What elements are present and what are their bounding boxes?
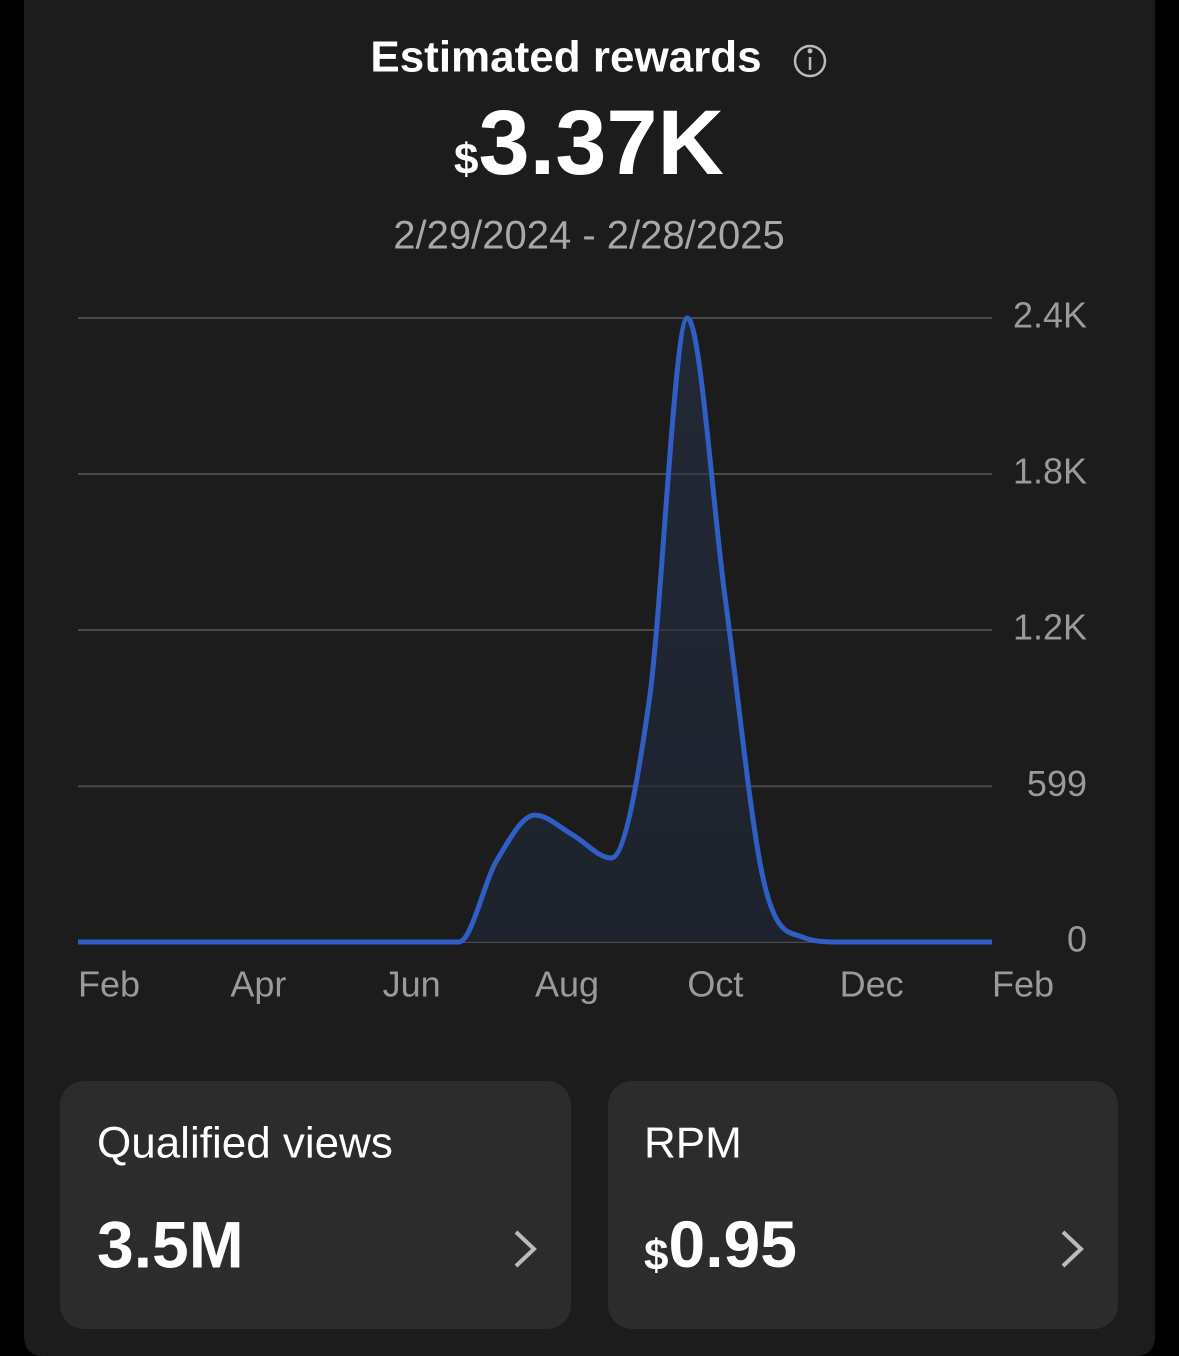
y-tick-label: 1.8K: [1013, 451, 1087, 492]
chevron: [1061, 1230, 1084, 1268]
info-icon[interactable]: [793, 44, 827, 78]
x-tick-label: Feb: [992, 964, 1054, 1005]
x-tick-label: Apr: [230, 964, 286, 1005]
currency: $: [644, 1231, 668, 1280]
chart: 0 599 1.2K 1.8K 2.4K Feb Apr Jun Aug Oct Dec Feb: [78, 295, 1087, 1005]
card-value: $0.95: [644, 1207, 797, 1281]
x-tick-label: Dec: [840, 964, 904, 1005]
card-label: Qualified views: [97, 1119, 393, 1168]
title: Estimated rewards: [370, 33, 761, 82]
card[interactable]: [608, 1081, 1118, 1329]
y-tick-label: 2.4K: [1013, 295, 1087, 336]
x-tick-label: Oct: [687, 964, 743, 1005]
y-tick-label: 599: [1027, 763, 1087, 804]
card-value: 3.5M: [97, 1207, 244, 1281]
card-label: RPM: [644, 1119, 742, 1168]
card[interactable]: [60, 1081, 571, 1329]
x-tick-label: Aug: [535, 964, 599, 1005]
x-tick-label: Jun: [383, 964, 441, 1005]
rpm-value: 0.95: [668, 1207, 796, 1281]
x-tick-label: Feb: [78, 964, 140, 1005]
panel: [24, 0, 1155, 1356]
currency: $: [454, 135, 478, 184]
date-range: 2/29/2024 - 2/28/2025: [393, 214, 784, 258]
line: [78, 315, 992, 945]
total-value: 3.37K: [478, 92, 724, 194]
total: $3.37K: [454, 92, 724, 194]
chevron: [514, 1230, 537, 1268]
y-tick-label: 0: [1067, 919, 1087, 960]
y-tick-label: 1.2K: [1013, 607, 1087, 648]
